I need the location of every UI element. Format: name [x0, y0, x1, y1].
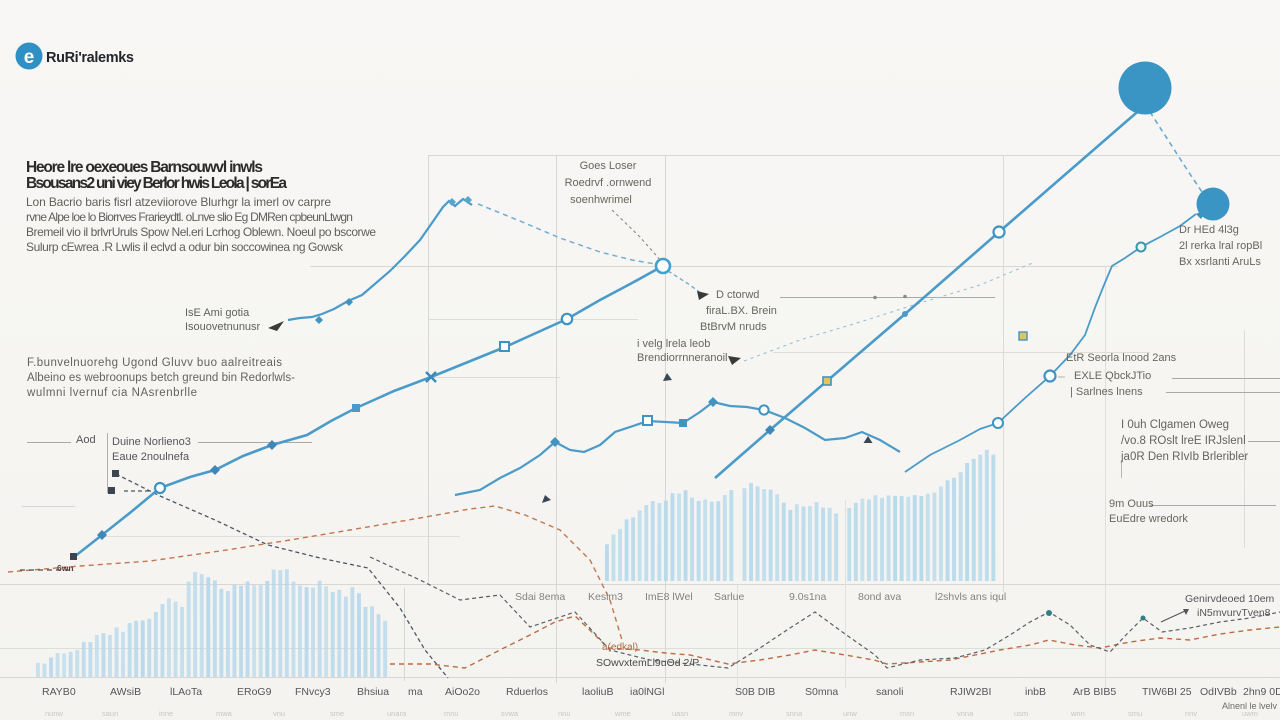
svg-text:D ctorwd: D ctorwd: [716, 289, 759, 301]
svg-text:ArB BIB5: ArB BIB5: [1073, 686, 1116, 698]
svg-text:mwa: mwa: [216, 709, 233, 718]
svg-text:l2shvls ans iqul: l2shvls ans iqul: [935, 591, 1006, 603]
svg-text:2l rerka lral ropBl: 2l rerka lral ropBl: [1179, 240, 1262, 252]
svg-text:i velg lrela leob: i velg lrela leob: [637, 338, 710, 350]
svg-text:AWsiB: AWsiB: [110, 686, 141, 698]
svg-text:Rduerlos: Rduerlos: [506, 686, 548, 698]
svg-text:uwm: uwm: [1242, 709, 1258, 718]
svg-text:Heore lre oexeoues Barnsouwvl: Heore lre oexeoues Barnsouwvl inwls: [26, 159, 263, 176]
svg-text:EuEdre wredork: EuEdre wredork: [1109, 513, 1188, 525]
svg-text:snna: snna: [786, 709, 803, 718]
svg-text:svwa: svwa: [501, 709, 519, 718]
svg-text:ImE8 lWel: ImE8 lWel: [645, 591, 693, 603]
svg-text:TIW6BI 25: TIW6BI 25: [1142, 686, 1192, 698]
svg-text:Eaue 2noulnefa: Eaue 2noulnefa: [112, 451, 190, 463]
svg-text:Aod: Aod: [76, 434, 96, 446]
svg-text:2hn9 0DB: 2hn9 0DB: [1243, 686, 1280, 698]
svg-text:RJIW2BI: RJIW2BI: [950, 686, 991, 698]
svg-text:vnu: vnu: [273, 709, 285, 718]
svg-text:e: e: [24, 47, 35, 68]
svg-text:Isouovetnunusr: Isouovetnunusr: [185, 321, 261, 333]
svg-text:Kesim3: Kesim3: [588, 591, 623, 603]
svg-text:msn: msn: [900, 709, 914, 718]
svg-text:ja0R Den RIvIb Brleribler: ja0R Den RIvIb Brleribler: [1120, 451, 1248, 463]
svg-text:Roedrvf .ornwend: Roedrvf .ornwend: [565, 177, 652, 189]
svg-text:RAYB0: RAYB0: [42, 686, 76, 698]
svg-text:sme: sme: [330, 709, 344, 718]
svg-text:saun: saun: [102, 709, 118, 718]
svg-text:Lon Bacrio baris fisrl atzevii: Lon Bacrio baris fisrl atzeviiorove Blur…: [26, 195, 331, 209]
svg-text:soenhwrimel: soenhwrimel: [570, 194, 632, 206]
svg-text:S0B DIB: S0B DIB: [735, 686, 775, 698]
svg-text:Bsousans2 uni viey Berlor hwis: Bsousans2 uni viey Berlor hwis Leola | s…: [26, 175, 287, 192]
svg-text:Alnenl le lvelv: Alnenl le lvelv: [1222, 701, 1278, 711]
svg-text:a(edkal): a(edkal): [602, 642, 638, 653]
svg-text:Duine Norlieno3: Duine Norlieno3: [112, 436, 191, 448]
svg-text:iN5mvurvTven8: iN5mvurvTven8: [1197, 607, 1271, 619]
svg-text:mnu: mnu: [444, 709, 459, 718]
svg-text:Sulurp cEwrea .R Lwlis il eclv: Sulurp cEwrea .R Lwlis il eclvd a odur b…: [26, 240, 344, 254]
svg-text:| Sarlnes lnens: | Sarlnes lnens: [1070, 386, 1143, 398]
svg-text:IsE Ami gotia: IsE Ami gotia: [185, 307, 250, 319]
svg-text:Sdai 8ema: Sdai 8ema: [515, 591, 565, 603]
svg-text:6wn: 6wn: [57, 563, 74, 573]
svg-text:Brendiorrnneranoil: Brendiorrnneranoil: [637, 352, 728, 364]
svg-text:ma: ma: [408, 686, 423, 698]
svg-text:firaL.BX. Brein: firaL.BX. Brein: [706, 305, 777, 317]
svg-text:sanoli: sanoli: [876, 686, 903, 698]
svg-text:Genirvdeoed 10em: Genirvdeoed 10em: [1185, 593, 1275, 605]
svg-text:S0mna: S0mna: [805, 686, 838, 698]
svg-text:EXLE QbckJTio: EXLE QbckJTio: [1074, 370, 1151, 382]
svg-text:vnna: vnna: [957, 709, 974, 718]
svg-text:F.bunvelnuorehg Ugond Gluvv bu: F.bunvelnuorehg Ugond Gluvv buo aalreitr…: [27, 357, 282, 369]
svg-text:Albeino es webroonups betch gr: Albeino es webroonups betch greund bin R…: [27, 372, 295, 384]
svg-text:wnn: wnn: [1070, 709, 1085, 718]
svg-text:unara: unara: [387, 709, 407, 718]
svg-text:unw: unw: [843, 709, 857, 718]
svg-text:RuRi'ralemks: RuRi'ralemks: [46, 50, 134, 66]
svg-text:wme: wme: [614, 709, 631, 718]
svg-text:Goes Loser: Goes Loser: [580, 160, 637, 172]
svg-text:9m Ouus: 9m Ouus: [1109, 498, 1154, 510]
svg-text:ERoG9: ERoG9: [237, 686, 272, 698]
svg-text:FNvcy3: FNvcy3: [295, 686, 331, 698]
svg-text:AiOo2o: AiOo2o: [445, 686, 480, 698]
svg-text:Dr HEd 4l3g: Dr HEd 4l3g: [1179, 224, 1239, 236]
svg-text:laoliuB: laoliuB: [582, 686, 614, 698]
svg-text:wulmni lvernuf cia NAsrenbrlle: wulmni lvernuf cia NAsrenbrlle: [26, 387, 197, 399]
svg-text:Bremeil vio il brlvrUruls Spow: Bremeil vio il brlvrUruls Spow Nel.eri L…: [26, 225, 376, 239]
svg-text:Bhsiua: Bhsiua: [357, 686, 389, 698]
svg-text:lLAoTa: lLAoTa: [170, 686, 202, 698]
svg-text:9.0s1na: 9.0s1na: [789, 591, 827, 603]
svg-text:uasn: uasn: [672, 709, 688, 718]
svg-text:Sarlue: Sarlue: [714, 591, 745, 603]
svg-text:/vo.8 ROslt lreE IRJslenl: /vo.8 ROslt lreE IRJslenl: [1121, 435, 1246, 447]
svg-text:ia0lNGl: ia0lNGl: [630, 686, 664, 698]
svg-text:smu: smu: [1128, 709, 1142, 718]
svg-text:rvne Alpe loe lo Biorrves Frar: rvne Alpe loe lo Biorrves Frarieydtl. oL…: [26, 210, 353, 224]
svg-text:nnu: nnu: [558, 709, 571, 718]
svg-text:Bx xsrlanti AruLs: Bx xsrlanti AruLs: [1179, 256, 1261, 268]
svg-text:nnv: nnv: [1185, 709, 1197, 718]
svg-text:8ond ava: 8ond ava: [858, 591, 901, 603]
svg-text:mnv: mnv: [729, 709, 743, 718]
svg-text:usm: usm: [1014, 709, 1028, 718]
svg-text:nunw: nunw: [45, 709, 64, 718]
svg-text:BtBrvM nruds: BtBrvM nruds: [700, 321, 767, 333]
svg-text:SOwvxtemLl9uOd 2/P: SOwvxtemLl9uOd 2/P: [596, 657, 699, 669]
svg-text:inne: inne: [159, 709, 173, 718]
svg-text:I 0uh Clgamen Oweg: I 0uh Clgamen Oweg: [1121, 419, 1229, 431]
svg-text:inbB: inbB: [1025, 686, 1046, 698]
svg-text:EtR Seorla lnood 2ans: EtR Seorla lnood 2ans: [1066, 352, 1177, 364]
svg-text:OdIVBb: OdIVBb: [1200, 686, 1237, 698]
